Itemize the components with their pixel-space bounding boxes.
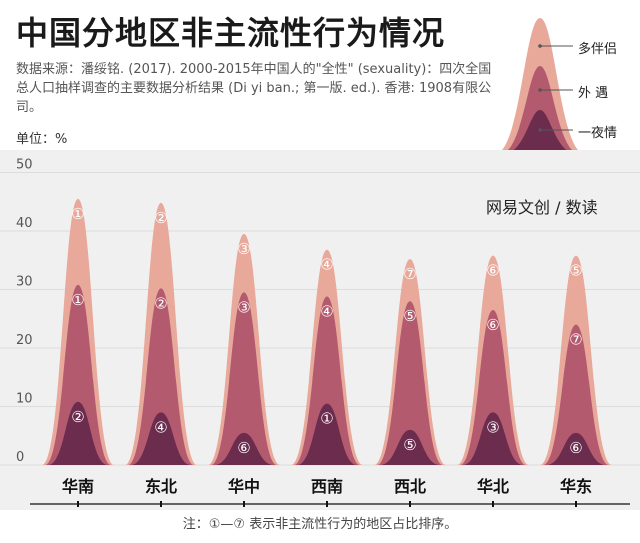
legend-label-multi-partner: 多伴侣: [578, 42, 618, 57]
rank-label-affair: ③: [237, 298, 250, 316]
peak-affair-华东: [543, 324, 609, 465]
y-tick-label: 50: [16, 158, 33, 173]
rank-label-one-night: ⑥: [569, 439, 582, 457]
rank-label-affair: ②: [154, 294, 167, 312]
rank-label-multi-partner: ②: [154, 209, 167, 227]
x-tick-label: 华中: [228, 477, 260, 496]
rank-label-one-night: ④: [154, 418, 167, 436]
rank-label-multi-partner: ⑦: [403, 265, 416, 283]
peak-affair-东北: [128, 288, 194, 465]
page-title: 中国分地区非主流性行为情况: [16, 14, 446, 52]
rank-label-multi-partner: ④: [320, 256, 333, 274]
peak-one-night-华北: [463, 412, 523, 465]
legend-label-one-night: 一夜情: [578, 126, 618, 141]
rank-label-affair: ⑦: [569, 331, 582, 349]
rank-label-one-night: ①: [320, 410, 333, 428]
peak-one-night-西南: [297, 403, 357, 465]
rank-label-one-night: ⑤: [403, 436, 416, 454]
footnote: 注：①—⑦ 表示非主流性行为的地区占比排序。: [0, 512, 640, 543]
x-tick-label: 东北: [145, 477, 177, 496]
rank-label-multi-partner: ③: [237, 240, 250, 258]
peak-affair-华北: [460, 309, 526, 465]
peak-one-night-华中: [214, 432, 274, 465]
x-tick-label: 华北: [477, 477, 509, 496]
rank-label-affair: ⑥: [486, 316, 499, 334]
y-tick-label: 30: [16, 275, 33, 290]
y-tick-label: 10: [16, 392, 33, 407]
rank-label-one-night: ②: [71, 408, 84, 426]
x-tick-label: 华东: [560, 477, 592, 496]
data-source: 数据来源：潘绥铭. (2017). 2000-2015年中国人的"全性" (se…: [16, 62, 492, 115]
unit-label: 单位：%: [16, 132, 68, 147]
peak-one-night-西北: [380, 429, 440, 465]
legend-graphic: [495, 18, 585, 154]
rank-label-multi-partner: ⑥: [486, 262, 499, 280]
peak-affair-华中: [211, 292, 277, 465]
y-tick-label: 40: [16, 216, 33, 231]
rank-label-multi-partner: ①: [71, 205, 84, 223]
rank-label-one-night: ⑥: [237, 439, 250, 457]
peak-one-night-华南: [48, 401, 108, 465]
x-tick-label: 西北: [394, 477, 426, 496]
chart: 0 10 20 30 40 50 ① ① ② 华南 ② ② ④ 东北 ③ ③ ⑥ 华中 ④ ④ ① 西南 ⑦ ⑤ ⑤ 西北 ⑥ ⑥ ③ 华…: [0, 158, 640, 507]
peak-one-night-华东: [546, 432, 606, 465]
rank-label-affair: ⑤: [403, 307, 416, 325]
peak-affair-华南: [45, 284, 111, 465]
peak-affair-西北: [377, 301, 443, 465]
rank-label-affair: ④: [320, 303, 333, 321]
brand-mark: 网易文创 / 数读: [486, 198, 598, 217]
rank-label-affair: ①: [71, 291, 84, 309]
peak-one-night-东北: [131, 412, 191, 465]
x-tick-label: 华南: [62, 477, 94, 496]
rank-label-multi-partner: ⑤: [569, 262, 582, 280]
legend-label-affair: 外 遇: [578, 86, 609, 101]
peak-affair-西南: [294, 296, 360, 465]
y-tick-label: 20: [16, 333, 33, 348]
rank-label-one-night: ③: [486, 418, 499, 436]
legend-mark-one-night: [503, 110, 577, 154]
y-tick-label: 0: [16, 450, 24, 465]
x-tick-label: 西南: [311, 477, 343, 496]
